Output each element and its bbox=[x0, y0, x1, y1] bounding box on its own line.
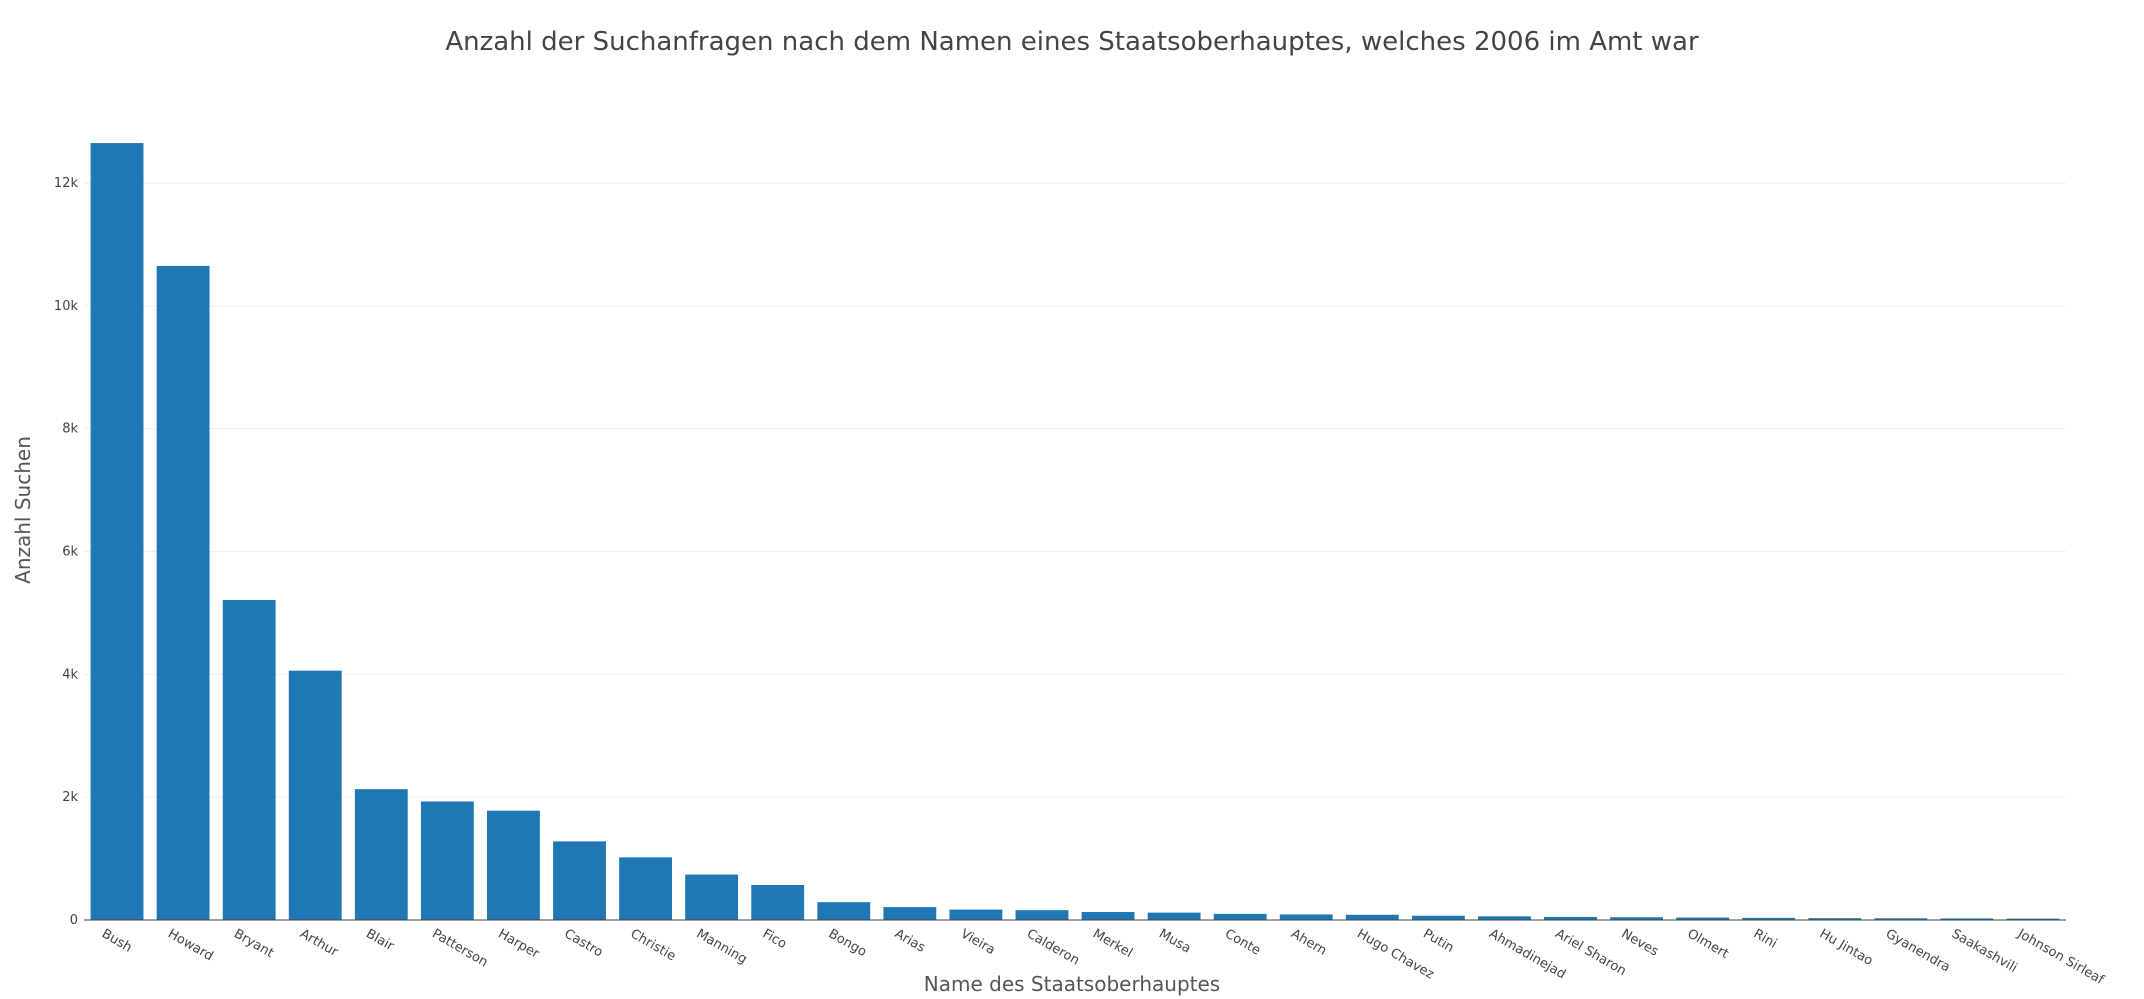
y-axis-title: Anzahl Suchen bbox=[11, 436, 35, 584]
bar-harper bbox=[487, 810, 540, 920]
x-tick-label: Merkel bbox=[1090, 926, 1135, 961]
bar-patterson bbox=[420, 801, 474, 920]
x-tick-label: Fico bbox=[760, 926, 789, 952]
x-tick-label: Bongo bbox=[826, 926, 869, 960]
x-axis-title: Name des Staatsoberhauptes bbox=[924, 972, 1220, 996]
bar-hugo-chavez bbox=[1345, 914, 1399, 920]
bar-rini bbox=[1742, 917, 1796, 920]
y-tick-labels: 0 2k 4k 6k 8k 10k 12k bbox=[54, 176, 79, 928]
bar-ahern bbox=[1279, 914, 1333, 920]
x-tick-label: Gyanendra bbox=[1883, 926, 1953, 975]
bar-ahmadinejad bbox=[1478, 916, 1531, 920]
y-tick-label: 0 bbox=[70, 913, 78, 928]
x-tick-label: Arias bbox=[892, 926, 928, 955]
bar-vieira bbox=[949, 909, 1003, 920]
grid-lines bbox=[84, 182, 2066, 798]
chart-title: Anzahl der Suchanfragen nach dem Namen e… bbox=[445, 27, 1699, 57]
bar-bryant bbox=[222, 600, 276, 920]
bar-gyanendra bbox=[1874, 918, 1928, 920]
x-tick-label: Putin bbox=[1420, 926, 1456, 955]
bar-johnson-sirleaf bbox=[2006, 918, 2060, 920]
bar-blair bbox=[354, 789, 408, 920]
x-tick-label: Patterson bbox=[429, 926, 490, 970]
x-tick-label: Ahern bbox=[1288, 926, 1329, 958]
bar-merkel bbox=[1081, 912, 1135, 920]
x-tick-label: Olmert bbox=[1685, 926, 1731, 961]
bar-calderon bbox=[1015, 910, 1069, 920]
x-tick-label: Castro bbox=[562, 926, 606, 960]
x-tick-label: Rini bbox=[1751, 926, 1780, 951]
bar-bush bbox=[90, 143, 144, 920]
bar-putin bbox=[1411, 915, 1465, 920]
x-tick-label: Bryant bbox=[231, 926, 276, 961]
x-tick-label: Conte bbox=[1222, 926, 1263, 958]
bar-fico bbox=[751, 884, 805, 920]
bar-arias bbox=[883, 907, 937, 920]
bar-hu-jintao bbox=[1808, 918, 1862, 920]
x-tick-label: Bush bbox=[99, 926, 134, 955]
x-tick-label: Howard bbox=[165, 926, 216, 964]
bar-musa bbox=[1147, 912, 1201, 920]
y-tick-label: 2k bbox=[62, 790, 78, 805]
x-tick-label: Johnson Sirleaf bbox=[2014, 926, 2106, 988]
y-tick-label: 12k bbox=[54, 176, 79, 191]
x-tick-label: Vieira bbox=[958, 926, 998, 958]
x-tick-label: Manning bbox=[694, 926, 750, 967]
x-tick-label: Neves bbox=[1619, 926, 1661, 959]
bar-ariel-sharon bbox=[1544, 916, 1597, 920]
bar-bongo bbox=[817, 902, 871, 920]
x-tick-label: Calderon bbox=[1024, 926, 1082, 968]
bar-olmert bbox=[1676, 917, 1730, 920]
y-tick-label: 8k bbox=[62, 422, 78, 437]
bar-neves bbox=[1610, 917, 1663, 920]
bar-manning bbox=[685, 874, 739, 920]
bar-arthur bbox=[288, 670, 342, 920]
x-tick-label: Musa bbox=[1156, 926, 1193, 956]
bar-howard bbox=[156, 265, 210, 920]
bar-conte bbox=[1213, 913, 1267, 920]
x-tick-label: Harper bbox=[495, 926, 542, 962]
bar-saakashvili bbox=[1940, 918, 1994, 920]
y-tick-label: 6k bbox=[62, 544, 78, 559]
x-tick-label: Blair bbox=[363, 926, 397, 954]
bar-christie bbox=[619, 857, 672, 920]
x-tick-label: Hu Jintao bbox=[1817, 926, 1876, 968]
x-tick-label: Saakashvili bbox=[1949, 926, 2020, 975]
x-tick-label: Christie bbox=[628, 926, 679, 964]
bar-castro bbox=[553, 841, 606, 920]
y-tick-label: 10k bbox=[54, 299, 79, 314]
bars bbox=[90, 143, 2060, 920]
x-tick-label: Arthur bbox=[297, 926, 341, 960]
y-tick-label: 4k bbox=[62, 667, 78, 682]
